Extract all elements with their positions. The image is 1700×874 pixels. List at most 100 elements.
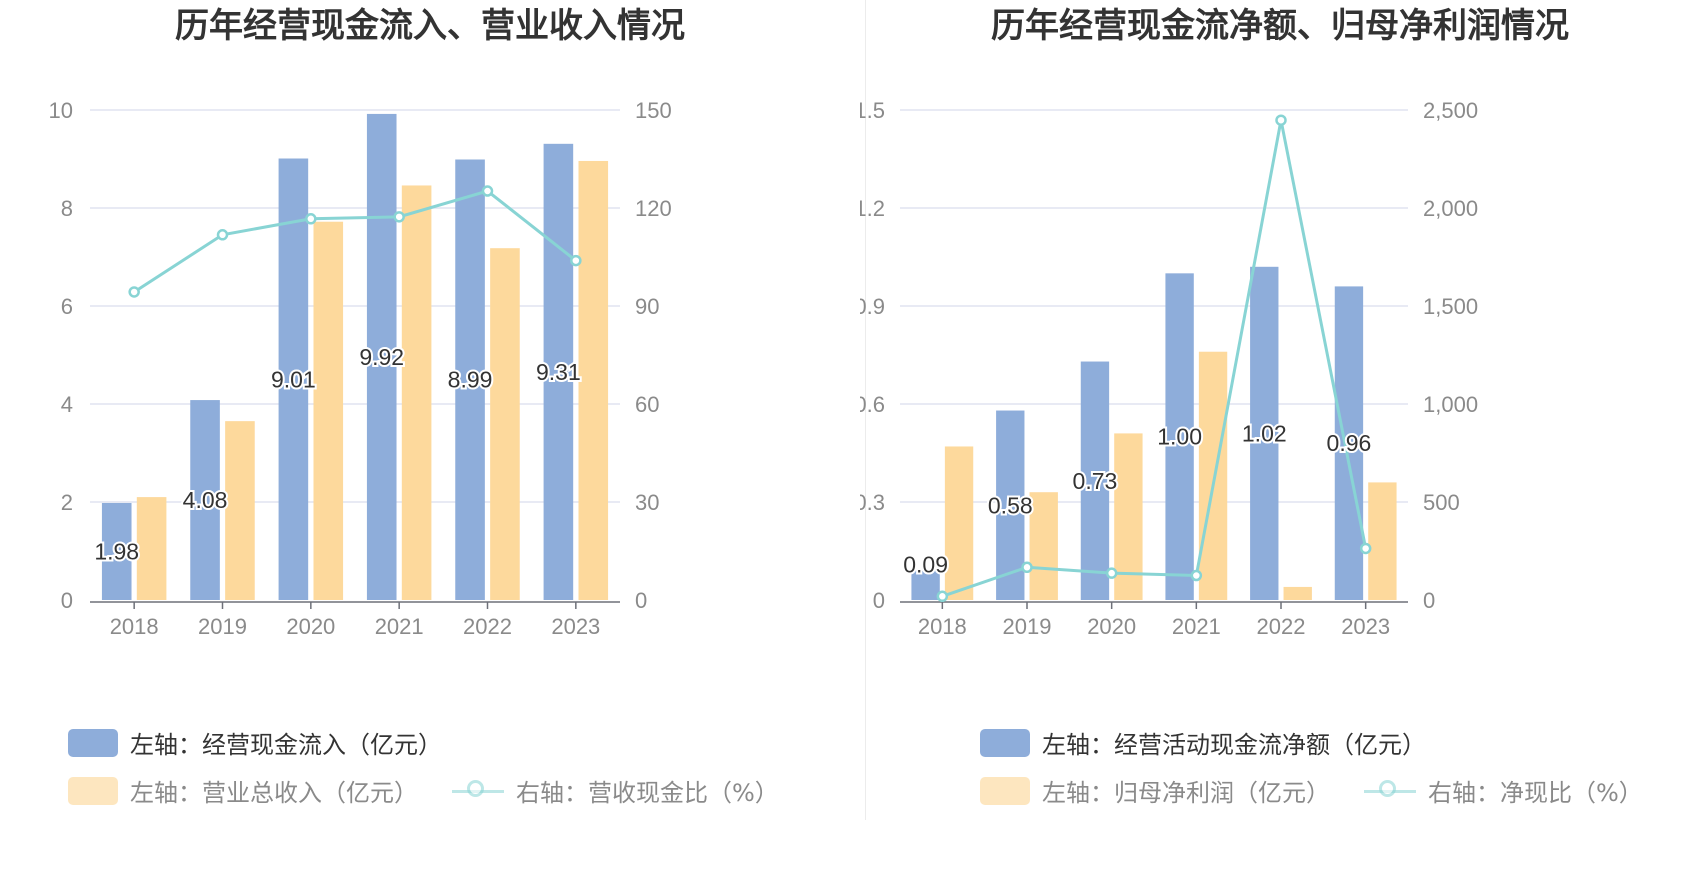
ratio-point <box>128 286 140 298</box>
data-label: 1.98 <box>94 538 139 564</box>
y-right-tick-label: 1,000 <box>1423 392 1478 417</box>
bar-primary <box>278 158 309 600</box>
chart-panel-left: 历年经营现金流入、营业收入情况 0 0 2 30 4 60 6 90 8 120 10 150 2018… <box>49 6 779 808</box>
bar-primary <box>455 159 485 601</box>
chart-plot-right: 0 0 0.3 500 0.6 1,000 0.9 1,500 1.2 2,000 1.5 2,500… <box>860 98 1478 639</box>
y-right-tick-label: 90 <box>635 294 659 319</box>
legend-label: 左轴：经营活动现金流净额（亿元） <box>1042 731 1426 759</box>
legend-label: 右轴：净现比（%） <box>1428 779 1643 807</box>
chart-title: 历年经营现金流入、营业收入情况 <box>175 6 685 46</box>
ratio-point <box>936 590 949 603</box>
legend-line-swatch <box>452 777 504 805</box>
legend-swatch <box>68 728 118 757</box>
bar-primary <box>101 502 132 600</box>
x-tick-label: 2019 <box>1003 614 1052 639</box>
x-tick-label: 2020 <box>286 614 335 639</box>
bar-primary <box>1250 266 1279 600</box>
bar-secondary <box>1368 482 1397 600</box>
chart-panel-right: 历年经营现金流净额、归母净利润情况 0 0 0.3 500 0.6 1,000 0.9 1,5… <box>860 0 1700 874</box>
ratio-point <box>1105 567 1118 579</box>
x-tick-label: 2020 <box>1087 614 1136 639</box>
ratio-point <box>216 229 229 241</box>
y-right-tick-label: 1,500 <box>1423 294 1478 319</box>
x-tick-label: 2018 <box>110 614 159 639</box>
legend-item-net-cash-ratio[interactable]: 右轴：净现比（%） <box>1364 773 1643 808</box>
bar-secondary <box>944 446 974 600</box>
y-right-tick-label: 2,500 <box>1423 98 1478 123</box>
data-label: 9.92 <box>359 344 404 370</box>
data-label: 1.00 <box>1157 424 1202 450</box>
ratio-point <box>1190 569 1203 582</box>
data-label: 9.31 <box>536 359 581 385</box>
y-left-tick-label: 0 <box>61 588 73 613</box>
data-label: 0.58 <box>988 492 1033 518</box>
x-tick-label: 2019 <box>198 614 247 639</box>
ratio-point <box>1275 114 1287 126</box>
y-left-tick-label: 2 <box>61 490 73 515</box>
bar-secondary <box>1029 492 1058 600</box>
data-label: 4.08 <box>183 487 228 513</box>
data-label: 9.01 <box>271 366 316 392</box>
data-label: 1.02 <box>1242 420 1287 446</box>
bar-primary <box>543 143 574 600</box>
x-tick-label: 2021 <box>1172 614 1221 639</box>
legend-item-net-profit[interactable]: 左轴：归母净利润（亿元） <box>980 773 1330 808</box>
bar-primary <box>1165 273 1194 600</box>
ratio-point <box>1021 561 1033 574</box>
bar-secondary <box>313 221 344 600</box>
ratio-line <box>941 119 1368 598</box>
legend-label: 左轴：归母净利润（亿元） <box>1042 779 1330 807</box>
y-right-tick-label: 150 <box>635 98 672 123</box>
y-left-tick-label: 4 <box>61 392 73 417</box>
data-label: 0.73 <box>1073 468 1118 494</box>
ratio-point <box>481 185 494 197</box>
bar-secondary <box>490 248 520 600</box>
legend-swatch <box>68 776 118 805</box>
ratio-point <box>570 254 582 267</box>
x-tick-label: 2021 <box>375 614 424 639</box>
legend-row: 左轴：经营活动现金流净额（亿元） <box>980 725 1460 760</box>
legend-swatch <box>980 776 1030 805</box>
y-left-tick-label: 0 <box>873 588 885 613</box>
y-right-tick-label: 0 <box>635 588 647 613</box>
legend-line-swatch <box>1364 777 1416 805</box>
chart-plot-left: 0 0 2 30 4 60 6 90 8 120 10 150 2018 2019 2020 2021 2022… <box>49 98 672 639</box>
legend-row: 左轴：经营现金流入（亿元） <box>68 725 476 760</box>
panel-divider <box>865 0 866 820</box>
bar-primary <box>366 113 397 601</box>
x-tick-label: 2022 <box>1257 614 1306 639</box>
bar-primary <box>911 570 940 600</box>
x-tick-label: 2022 <box>463 614 512 639</box>
ratio-line <box>133 189 577 294</box>
legend-item-revenue[interactable]: 左轴：营业总收入（亿元） <box>68 773 418 808</box>
legend-item-inflow[interactable]: 左轴：经营现金流入（亿元） <box>68 725 442 760</box>
bar-primary <box>1334 286 1364 600</box>
y-left-tick-label: 0.9 <box>860 294 885 319</box>
y-left-tick-label: 10 <box>49 98 73 123</box>
y-left-tick-label: 0.6 <box>860 392 885 417</box>
bar-primary <box>1080 361 1110 600</box>
bar-secondary <box>578 160 609 600</box>
y-right-tick-label: 2,000 <box>1423 196 1478 221</box>
y-left-tick-label: 8 <box>61 196 73 221</box>
legend-swatch <box>980 728 1030 757</box>
y-left-tick-label: 0.3 <box>860 490 885 515</box>
y-right-tick-label: 500 <box>1423 490 1460 515</box>
y-right-tick-label: 0 <box>1423 588 1435 613</box>
y-right-tick-label: 30 <box>635 490 659 515</box>
legend-item-ratio[interactable]: 右轴：营收现金比（%） <box>452 773 779 808</box>
ratio-point <box>1359 542 1372 555</box>
ratio-point <box>393 211 405 223</box>
chart-title: 历年经营现金流净额、归母净利润情况 <box>991 6 1569 46</box>
bar-secondary <box>1283 586 1312 600</box>
x-tick-label: 2018 <box>918 614 967 639</box>
bar-secondary <box>225 421 255 600</box>
y-left-tick-label: 1.2 <box>860 196 885 221</box>
bar-secondary <box>401 185 432 600</box>
legend-row: 左轴：归母净利润（亿元） 右轴：净现比（%） <box>980 773 1677 808</box>
ratio-point <box>305 213 317 225</box>
y-left-tick-label: 1.5 <box>860 98 885 123</box>
x-tick-label: 2023 <box>551 614 600 639</box>
legend-item-net-cashflow[interactable]: 左轴：经营活动现金流净额（亿元） <box>980 725 1426 760</box>
x-tick-label: 2023 <box>1341 614 1390 639</box>
